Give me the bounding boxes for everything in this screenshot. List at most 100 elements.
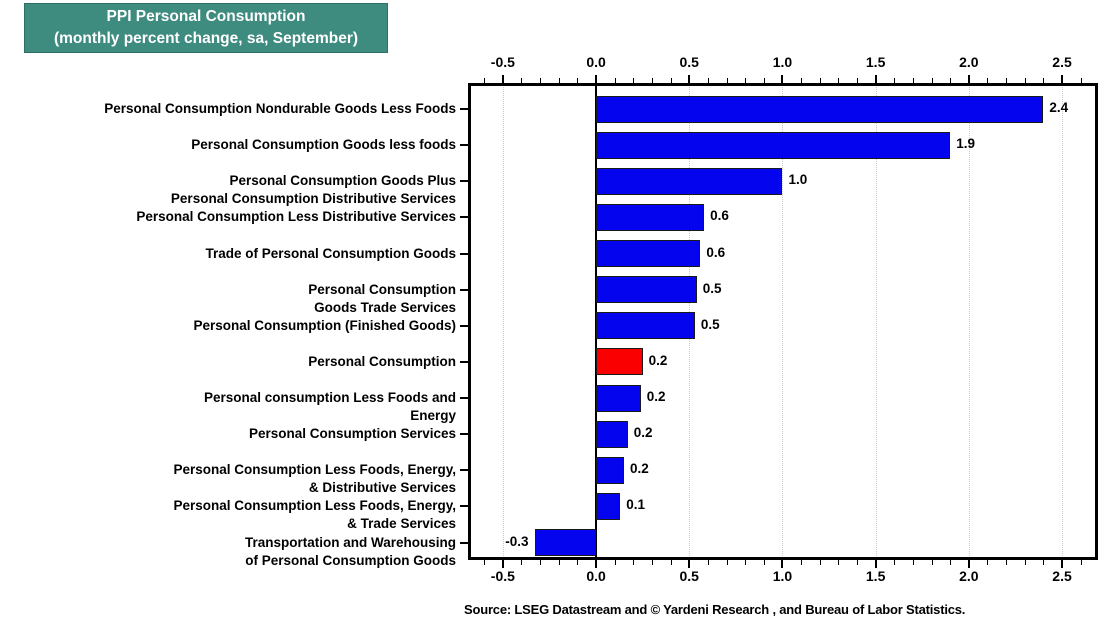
x-axis-major-tick — [874, 75, 877, 83]
x-axis-major-tick — [688, 75, 691, 83]
x-axis-major-tick — [1061, 560, 1064, 568]
bar-value-label: 0.2 — [646, 389, 666, 405]
x-axis-minor-tick — [1043, 560, 1045, 565]
bar-value-label: 0.2 — [648, 352, 668, 368]
category-label-line: Personal Consumption Goods Plus — [229, 173, 456, 189]
x-axis-tick-label: 0.5 — [679, 568, 699, 584]
x-axis-minor-tick — [614, 560, 616, 565]
gridline — [968, 83, 970, 560]
category-label: Personal consumption Less Foods and Energ… — [204, 389, 456, 425]
x-axis-minor-tick — [521, 560, 523, 565]
bar — [596, 420, 628, 448]
x-axis-minor-tick — [614, 78, 616, 83]
bar — [596, 384, 641, 412]
x-axis-minor-tick — [726, 560, 728, 565]
category-label-line: Personal Consumption (Finished Goods) — [193, 317, 456, 333]
bar — [596, 312, 695, 340]
bar-value-label: 0.6 — [706, 244, 726, 260]
category-label-line: Personal Consumption Nondurable Goods Le… — [104, 101, 456, 116]
x-axis-minor-tick — [484, 78, 486, 83]
bar — [596, 95, 1044, 123]
x-axis-minor-tick — [894, 78, 896, 83]
gridline — [782, 83, 784, 560]
category-label-line: Personal Consumption Goods less foods — [191, 137, 456, 153]
bar-value-label: 1.9 — [956, 136, 975, 152]
x-axis-minor-tick — [1080, 78, 1082, 83]
x-axis-tick-label: 2.0 — [959, 54, 979, 70]
category-label-line: Personal consumption Less Foods and — [203, 390, 456, 406]
x-axis-major-tick — [1061, 75, 1064, 83]
bar-value-label: 1.0 — [788, 172, 808, 188]
x-axis-minor-tick — [1006, 78, 1008, 83]
x-axis-minor-tick — [856, 78, 858, 83]
x-axis-tick-label: 0.0 — [586, 568, 606, 584]
x-axis-minor-tick — [931, 78, 933, 83]
x-axis-minor-tick — [1043, 78, 1045, 83]
x-axis-tick-label: 0.5 — [679, 54, 699, 70]
x-axis-minor-tick — [707, 560, 709, 565]
chart-title-line1: PPI Personal Consumption — [106, 8, 306, 25]
x-axis-minor-tick — [577, 78, 579, 83]
bar — [596, 456, 624, 484]
category-axis-tick — [460, 505, 468, 508]
category-axis-tick — [460, 433, 468, 436]
bar-value-label: 0.2 — [633, 425, 653, 441]
x-axis-minor-tick — [1024, 560, 1026, 565]
category-label: Personal Consumption (Finished Goods) — [193, 317, 456, 335]
x-axis-minor-tick — [950, 78, 952, 83]
gridline — [1062, 83, 1064, 560]
x-axis-minor-tick — [912, 78, 914, 83]
bar-value-label: 0.6 — [710, 208, 729, 224]
category-axis-tick — [460, 252, 468, 255]
x-axis-minor-tick — [819, 78, 821, 83]
x-axis-minor-tick — [745, 560, 747, 565]
x-axis-minor-tick — [558, 78, 560, 83]
category-label: Personal Consumption Less Foods, Energy,… — [173, 497, 456, 533]
bar-value-label: 0.5 — [702, 280, 722, 296]
x-axis-minor-tick — [763, 560, 765, 565]
category-label-line: Transportation and Warehousing — [244, 534, 456, 550]
x-axis-minor-tick — [838, 560, 840, 565]
category-axis-tick — [460, 397, 468, 400]
x-axis-minor-tick — [726, 78, 728, 83]
category-axis-tick — [460, 108, 468, 110]
x-axis-minor-tick — [894, 560, 896, 565]
bar — [596, 240, 701, 268]
category-label-line: Personal Consumption Distributive Servic… — [170, 191, 456, 207]
bar — [534, 529, 597, 557]
gridline — [502, 83, 504, 560]
category-label-line: Personal Consumption Less Distributive S… — [136, 209, 456, 225]
category-label-line: Trade of Personal Consumption Goods — [205, 245, 456, 261]
x-axis-major-tick — [595, 75, 598, 83]
category-axis-tick — [460, 216, 468, 219]
category-label: Personal Consumption Nondurable Goods Le… — [104, 100, 456, 118]
x-axis-minor-tick — [987, 78, 989, 83]
x-axis-minor-tick — [633, 560, 635, 565]
category-label-line: Goods Trade Services — [314, 299, 456, 315]
bar — [596, 167, 783, 195]
x-axis-major-tick — [967, 560, 970, 568]
x-axis-minor-tick — [577, 560, 579, 565]
bar — [596, 348, 643, 376]
x-axis-minor-tick — [670, 560, 672, 565]
category-axis-tick — [460, 144, 468, 147]
x-axis-minor-tick — [540, 78, 542, 83]
x-axis-minor-tick — [931, 560, 933, 565]
category-label: Personal Consumption — [308, 353, 456, 371]
category-label-line: & Trade Services — [347, 516, 456, 532]
x-axis-minor-tick — [1080, 560, 1082, 565]
category-label-line: Personal Consumption Less Foods, Energy, — [173, 462, 456, 478]
category-label-line: Personal Consumption — [308, 281, 456, 297]
category-label: Personal Consumption Less Foods, Energy,… — [173, 461, 456, 497]
x-axis-minor-tick — [1006, 560, 1008, 565]
category-label: Personal Consumption Goods Trade Services — [308, 281, 456, 317]
chart-title-box: PPI Personal Consumption (monthly percen… — [24, 3, 388, 53]
x-axis-tick-label: 1.0 — [772, 568, 793, 584]
x-axis-minor-tick — [801, 78, 803, 83]
bar — [596, 203, 705, 231]
x-axis-minor-tick — [819, 560, 821, 565]
bar-value-label: -0.3 — [505, 533, 529, 549]
x-axis-tick-label: 0.0 — [586, 54, 606, 70]
category-axis-tick — [460, 180, 468, 183]
bar-value-label: 0.5 — [700, 316, 720, 332]
